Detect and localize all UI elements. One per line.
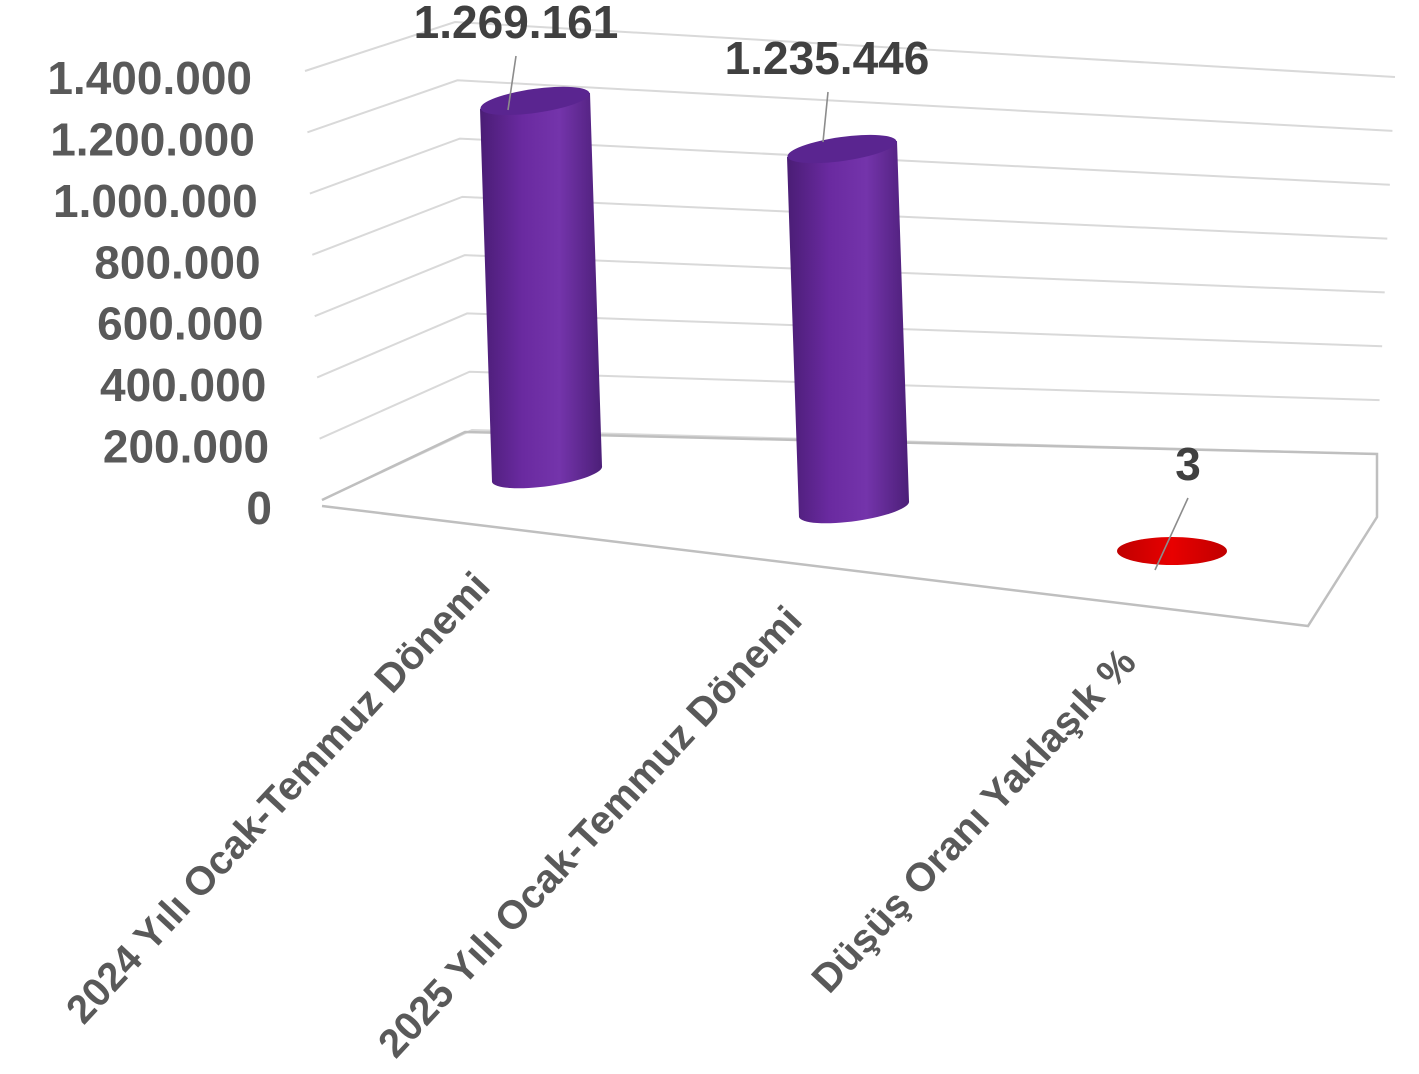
y-axis: 0 200.000 400.000 600.000 800.000 1.000.000 1.… [47,52,272,534]
y-tick-label: 0 [246,482,272,534]
x-tick-label: 2024 Yılı Ocak-Temmuz Dönemi [58,564,499,1032]
y-tick-label: 1.200.000 [50,113,255,165]
data-labels: 1.269.161 1.235.446 3 [414,0,1201,571]
y-tick-label: 600.000 [97,298,263,350]
gridline [314,254,1385,318]
x-tick-label: 2025 Yılı Ocak-Temmuz Dönemi [370,598,811,1066]
bars [480,86,1227,565]
y-tick-label: 200.000 [103,421,269,473]
leader-line [507,55,517,111]
bar-body [480,92,603,489]
bar-1 [480,86,603,489]
data-label-3: 3 [1154,438,1201,571]
x-tick-label: Düşüş Oranı Yaklaşık % [804,640,1145,1001]
bar-2 [787,134,910,524]
gridline [316,312,1383,379]
bar-body [787,141,910,524]
data-label-text: 1.269.161 [414,0,619,48]
bar-top [787,134,897,164]
y-tick-label: 800.000 [94,236,260,288]
gridline [309,137,1390,195]
grid-layer [304,20,1396,628]
data-label-2: 1.235.446 [725,32,930,143]
gridline [304,20,1396,78]
data-label-text: 3 [1175,438,1201,490]
leader-line [1154,497,1189,571]
floor-outline [321,430,1379,628]
y-tick-label: 1.000.000 [53,175,258,227]
gridline [307,79,1393,134]
gridline [311,195,1388,256]
bar-top [1117,536,1227,565]
gridline [319,370,1380,440]
data-label-text: 1.235.446 [725,32,930,84]
bar-3 [1117,536,1227,565]
y-tick-label: 400.000 [100,359,266,411]
data-label-1: 1.269.161 [414,0,619,111]
leader-line [822,91,829,143]
y-tick-label: 1.400.000 [47,52,252,104]
